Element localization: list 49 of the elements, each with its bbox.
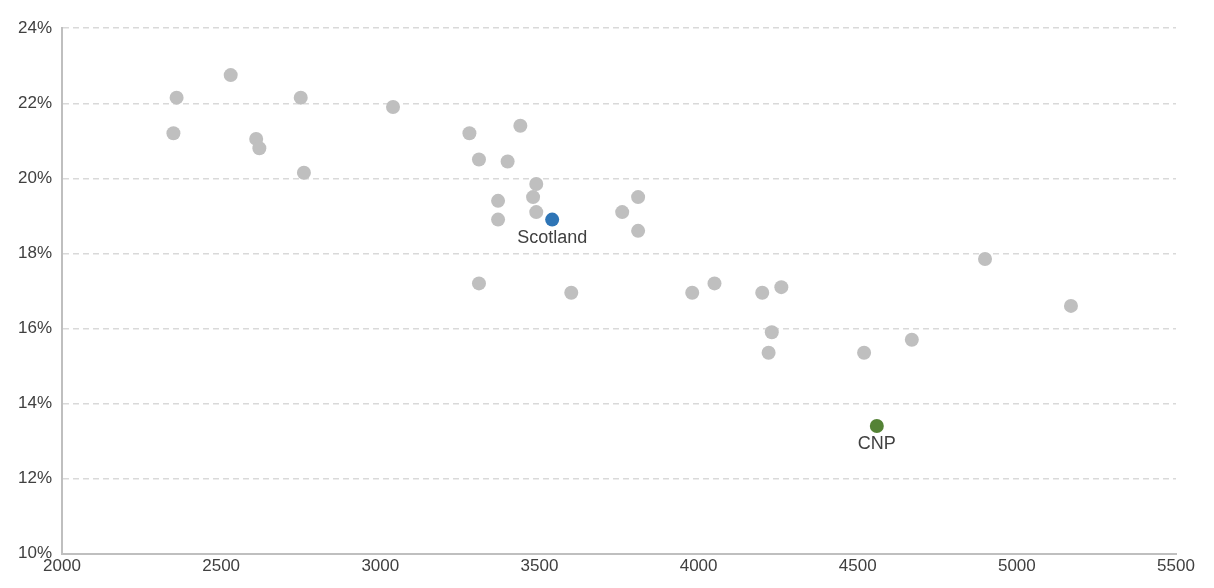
point — [857, 345, 872, 360]
point — [545, 212, 560, 227]
point — [685, 285, 700, 300]
point — [169, 90, 184, 105]
x-tick-label: 4500 — [838, 556, 877, 576]
point — [707, 276, 722, 291]
point — [471, 152, 486, 167]
point — [631, 190, 646, 205]
point — [462, 126, 477, 141]
point — [615, 205, 630, 220]
point — [500, 154, 515, 169]
point — [761, 345, 776, 360]
y-tick-label: 22% — [17, 92, 53, 112]
series-label: CNP — [857, 432, 896, 453]
point — [491, 193, 506, 208]
point — [1063, 298, 1078, 313]
point — [386, 100, 401, 115]
x-tick-label: 3500 — [520, 556, 559, 576]
point — [252, 141, 267, 156]
point — [869, 419, 884, 433]
series-label: Scotland — [517, 226, 588, 247]
point — [764, 325, 779, 340]
point — [491, 212, 506, 227]
point — [631, 223, 646, 238]
y-tick-label: 12% — [17, 468, 53, 488]
point — [564, 285, 579, 300]
y-tick-label: 24% — [17, 17, 53, 37]
x-tick-label: 2500 — [202, 556, 241, 576]
point — [223, 68, 238, 83]
point — [166, 126, 181, 141]
point — [774, 280, 789, 295]
point — [293, 90, 308, 105]
y-tick-label: 16% — [17, 318, 53, 338]
point — [526, 190, 541, 205]
y-tick-label: 18% — [17, 243, 53, 263]
x-tick-label: 5500 — [1157, 556, 1195, 576]
point — [978, 252, 993, 266]
x-tick-label: 4000 — [679, 556, 718, 576]
point — [296, 165, 311, 180]
point — [904, 332, 919, 347]
x-tick-label: 5000 — [997, 556, 1036, 576]
point — [755, 285, 770, 300]
point — [529, 205, 544, 220]
point — [529, 176, 544, 191]
x-tick-label: 3000 — [361, 556, 400, 576]
point — [513, 118, 528, 133]
y-tick-label: 20% — [17, 168, 53, 187]
y-tick-label: 14% — [17, 393, 53, 413]
point — [471, 276, 486, 291]
